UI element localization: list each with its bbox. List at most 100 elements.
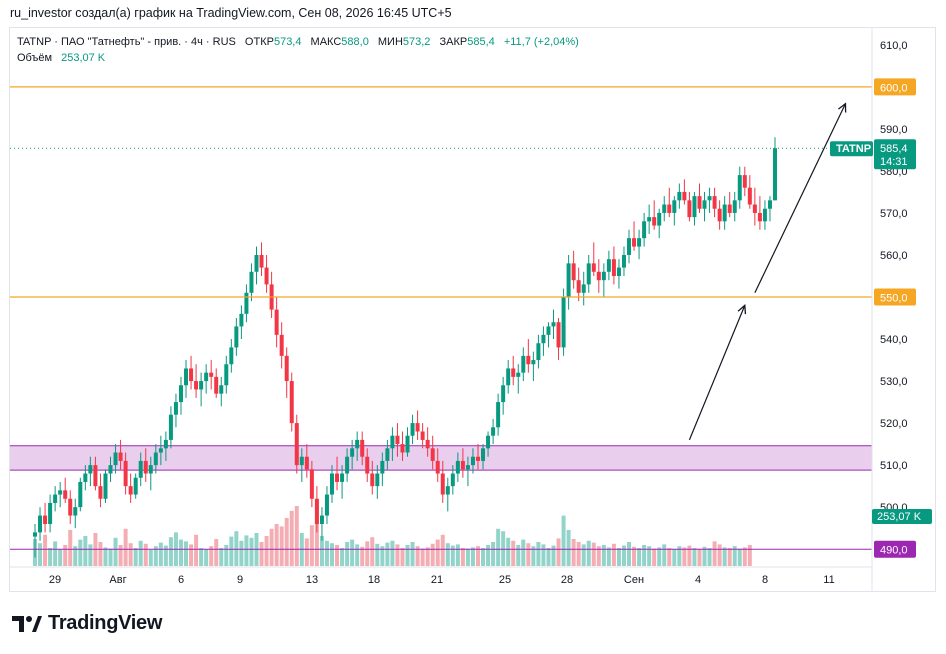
candle-body xyxy=(73,507,78,516)
candle-body xyxy=(360,439,365,457)
candle-body xyxy=(63,490,68,499)
candle-body xyxy=(380,460,385,474)
low-value: 573,2 xyxy=(402,36,431,48)
volume-bar xyxy=(647,546,652,566)
price-zone xyxy=(10,445,872,471)
volume-bar xyxy=(521,539,526,566)
volume-bar xyxy=(345,542,350,566)
volume-bar xyxy=(63,545,68,566)
volume-bar xyxy=(340,548,345,566)
candle-body xyxy=(133,477,138,495)
chart-caption: ru_investor создал(а) график на TradingV… xyxy=(10,6,452,20)
volume-bar xyxy=(259,542,264,566)
volume-bar xyxy=(163,545,168,566)
candle-body xyxy=(611,259,616,276)
volume-bar xyxy=(184,541,189,566)
candle-body xyxy=(506,368,511,386)
y-tick-label: 610,0 xyxy=(880,40,908,52)
candle-body xyxy=(108,465,113,474)
candle-body xyxy=(204,372,209,382)
last-price-tag-bg xyxy=(874,139,916,170)
y-tick-label: 570,0 xyxy=(880,208,908,220)
candle-body xyxy=(319,515,324,524)
volume-bar xyxy=(153,546,158,566)
candle-body xyxy=(576,280,581,293)
volume-bar xyxy=(244,535,249,566)
candle-body xyxy=(435,460,440,474)
candle-body xyxy=(687,200,692,218)
open-label: ОТКР xyxy=(244,36,274,48)
candle-body xyxy=(717,208,722,222)
candle-body xyxy=(470,456,475,466)
candle-body xyxy=(395,435,400,445)
volume-bar xyxy=(158,542,163,566)
volume-bar xyxy=(531,546,536,566)
candle-body xyxy=(445,486,450,495)
x-tick-label: 29 xyxy=(49,574,61,586)
candle-body xyxy=(93,465,98,487)
tradingview-logo[interactable]: TradingView xyxy=(12,612,162,635)
volume-bar xyxy=(501,531,506,566)
volume-bar xyxy=(707,548,712,566)
volume-bar xyxy=(194,534,199,566)
candle-body xyxy=(767,200,772,209)
open-value: 573,4 xyxy=(273,36,302,48)
volume-bar xyxy=(148,549,153,566)
volume-value: 253,07 K xyxy=(61,52,106,64)
volume-bar xyxy=(324,540,329,566)
volume-bar xyxy=(470,547,475,566)
volume-bar xyxy=(48,548,53,566)
candle-body xyxy=(581,284,586,293)
volume-bar xyxy=(415,546,420,566)
volume-bar xyxy=(616,548,621,566)
volume-bar xyxy=(440,534,445,566)
candle-body xyxy=(536,343,541,361)
candle-body xyxy=(294,423,299,466)
x-tick-label: 28 xyxy=(561,574,573,586)
volume-bar xyxy=(335,545,340,566)
candle-body xyxy=(450,473,455,487)
volume-bar xyxy=(204,549,209,566)
candle-body xyxy=(345,456,350,474)
candle-body xyxy=(194,381,199,390)
volume-bar xyxy=(556,538,561,566)
candle-body xyxy=(460,460,465,470)
candle-body xyxy=(284,355,289,382)
candle-body xyxy=(264,267,269,285)
high-value: 588,0 xyxy=(341,36,369,48)
candle-body xyxy=(773,148,777,201)
candle-body xyxy=(78,481,83,508)
volume-bar xyxy=(189,544,194,566)
candle-body xyxy=(274,309,279,335)
candle-body xyxy=(199,381,204,390)
candle-body xyxy=(455,460,460,474)
volume-bar xyxy=(712,541,717,566)
candle-body xyxy=(677,191,682,201)
volume-bar xyxy=(390,540,395,566)
candle-body xyxy=(556,322,561,348)
y-tick-label: 560,0 xyxy=(880,250,908,262)
candle-body xyxy=(249,271,254,293)
candle-body xyxy=(415,423,420,432)
volume-bar xyxy=(214,539,219,566)
volume-bar xyxy=(642,545,647,566)
volume-bar xyxy=(541,544,546,566)
volume-bar xyxy=(330,543,335,566)
volume-label: Объём xyxy=(17,52,53,64)
candle-body xyxy=(526,355,531,365)
volume-bar xyxy=(632,546,637,566)
symbol-line: TATNP · ПАО "Татнефть" - прив. · 4ч · RU… xyxy=(17,36,236,48)
candle-body xyxy=(546,326,551,335)
candle-body xyxy=(234,326,239,348)
y-tick-label: 510,0 xyxy=(880,460,908,472)
candle-body xyxy=(163,439,168,449)
volume-bar xyxy=(138,540,143,566)
volume-tag-text: 253,07 K xyxy=(877,511,922,523)
volume-bar xyxy=(113,537,118,566)
candle-body xyxy=(486,435,491,449)
volume-bar xyxy=(637,548,642,566)
candle-body xyxy=(279,334,284,356)
volume-bar xyxy=(58,549,63,566)
trend-arrow xyxy=(688,305,744,441)
